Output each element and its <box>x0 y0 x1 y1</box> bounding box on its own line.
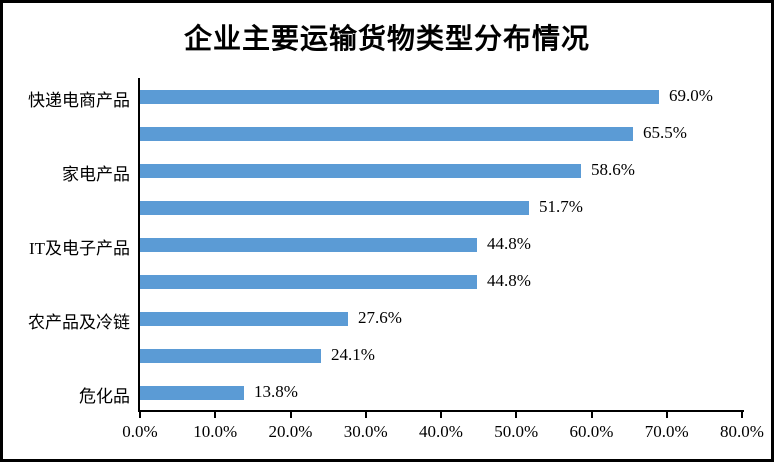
x-axis-tick <box>440 412 442 418</box>
x-axis-tick <box>289 412 292 418</box>
x-axis-tick-label: 0.0% <box>122 422 158 441</box>
bar <box>140 238 477 252</box>
bar <box>140 89 659 104</box>
value-label: 13.8% <box>254 382 298 402</box>
value-label: 65.5% <box>643 122 687 142</box>
x-axis-tick-label: 10.0% <box>193 422 238 441</box>
bar <box>140 349 321 364</box>
value-label: 44.8% <box>487 271 531 291</box>
chart-title: 企业主要运输货物类型分布情况 <box>183 24 590 55</box>
bar <box>140 126 633 141</box>
x-axis-tick <box>214 412 217 418</box>
bar <box>140 386 244 401</box>
category-label: 家电产品 <box>62 164 130 184</box>
bar <box>140 200 529 215</box>
bar <box>140 163 581 178</box>
x-axis-tick-label: 30.0% <box>343 422 388 441</box>
x-axis-tick-label: 60.0% <box>569 422 614 441</box>
category-label: IT及电子产品 <box>28 239 130 258</box>
x-axis-tick-label: 20.0% <box>268 422 313 441</box>
category-label: 危化品 <box>79 387 130 407</box>
bar <box>140 312 348 327</box>
value-label: 51.7% <box>539 196 583 216</box>
x-axis-tick-label: 80.0% <box>720 422 764 441</box>
x-axis-tick <box>665 412 668 418</box>
x-axis-tick <box>139 412 141 418</box>
x-axis-tick <box>364 412 367 418</box>
x-axis-tick-label: 50.0% <box>494 422 539 441</box>
value-label: 27.6% <box>358 308 402 328</box>
x-axis-line <box>138 410 744 412</box>
value-label: 24.1% <box>331 345 375 365</box>
x-axis-tick-label: 40.0% <box>419 422 463 441</box>
x-axis-tick <box>515 412 518 418</box>
y-axis-line <box>138 78 140 412</box>
x-axis-tick <box>741 412 743 418</box>
value-label: 44.8% <box>487 234 531 253</box>
plot-area: 快递电商产品 69.0% 65.5% 家电产品 58.6% 51.7% IT及电子产品 44.… <box>3 3 771 459</box>
category-label: 快递电商产品 <box>28 90 130 110</box>
x-axis-tick <box>590 412 593 418</box>
value-label: 58.6% <box>591 159 635 179</box>
x-axis-tick-label: 70.0% <box>644 422 689 441</box>
category-label: 农产品及冷链 <box>28 313 130 333</box>
bar <box>140 275 477 290</box>
value-label: 69.0% <box>669 85 713 105</box>
